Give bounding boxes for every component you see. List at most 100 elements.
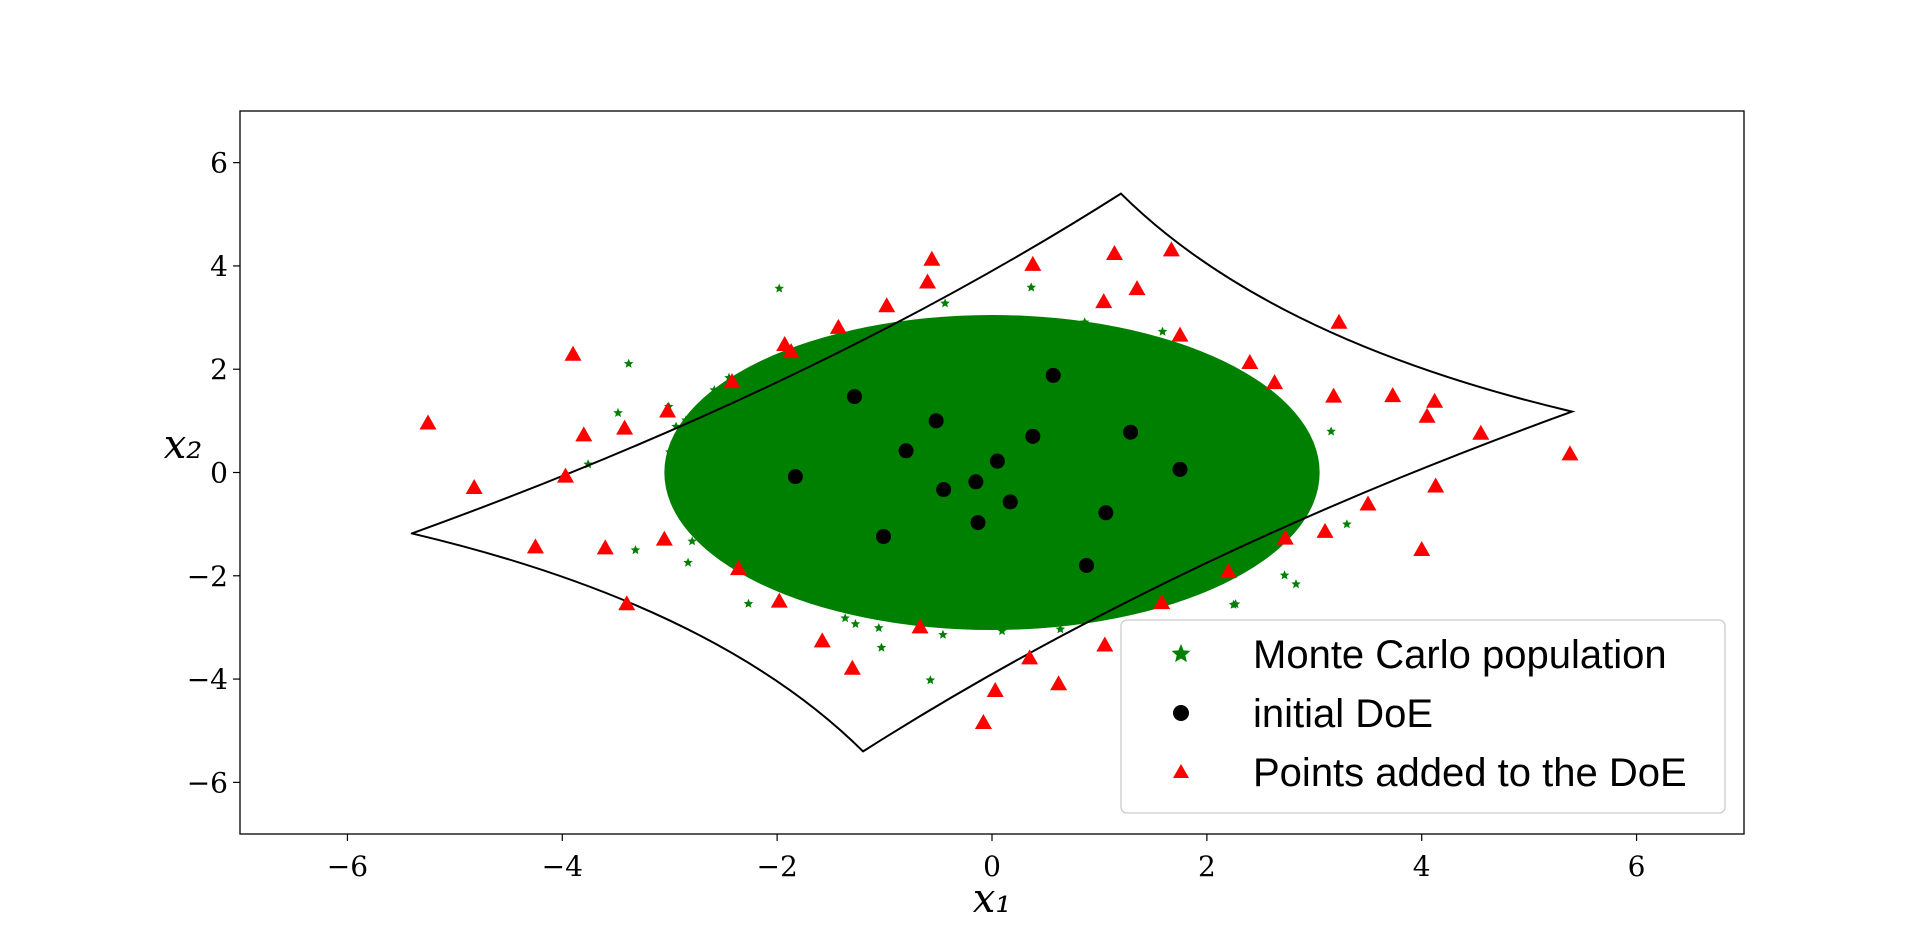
monte-carlo-point	[726, 387, 737, 397]
monte-carlo-point	[1166, 361, 1177, 371]
monte-carlo-point	[725, 515, 736, 524]
monte-carlo-point	[1026, 282, 1036, 292]
monte-carlo-point	[774, 283, 784, 293]
x-axis-ticks: −6 −4 −2 0 2 4 6	[327, 834, 1645, 883]
added-doe-point	[1021, 649, 1039, 665]
monte-carlo-point	[925, 675, 936, 685]
y-tick-label: −6	[187, 766, 228, 799]
monte-carlo-point	[936, 332, 946, 342]
monte-carlo-point	[940, 298, 950, 308]
monte-carlo-point	[1291, 579, 1301, 589]
monte-carlo-point	[1162, 349, 1172, 358]
added-doe-point	[1316, 522, 1334, 538]
monte-carlo-point	[1202, 363, 1212, 373]
added-doe-point	[1359, 495, 1377, 511]
added-doe-point	[1472, 424, 1490, 440]
x-tick-label: −4	[542, 850, 583, 883]
monte-carlo-point	[966, 614, 977, 624]
initial-doe-point	[968, 474, 984, 490]
monte-carlo-point	[674, 455, 684, 465]
legend-label-added-doe: Points added to the DoE	[1253, 751, 1687, 795]
limit-state-curve	[410, 192, 1576, 753]
monte-carlo-point	[1079, 317, 1090, 327]
legend-box	[1120, 619, 1726, 814]
added-doe-point	[919, 273, 937, 289]
added-doe-point	[974, 713, 992, 729]
added-doe-point	[655, 530, 673, 546]
monte-carlo-point	[827, 338, 838, 348]
added-doe-point	[878, 297, 896, 313]
monte-carlo-point	[943, 327, 953, 337]
monte-carlo-point	[1268, 489, 1279, 498]
monte-carlo-point	[1326, 426, 1336, 436]
monte-carlo-point	[954, 603, 964, 613]
initial-doe-point	[989, 453, 1005, 469]
added-doe-point	[1050, 675, 1068, 691]
initial-doe-point	[846, 389, 862, 405]
monte-carlo-point	[1282, 483, 1293, 493]
added-doe-point	[1413, 540, 1431, 556]
x-tick-label: 2	[1198, 850, 1216, 883]
y-tick-label: 6	[210, 147, 228, 180]
monte-carlo-point	[1289, 489, 1299, 499]
legend: Monte Carlo population initial DoE Point…	[1120, 619, 1726, 814]
x-tick-label: −2	[757, 850, 798, 883]
monte-carlo-point	[701, 528, 712, 538]
monte-carlo-point	[743, 598, 754, 608]
monte-carlo-point	[757, 556, 767, 566]
added-doe-point	[1325, 387, 1343, 403]
added-doe-point	[813, 632, 831, 648]
monte-carlo-point	[783, 366, 793, 376]
added-doe-point	[596, 539, 614, 555]
monte-carlo-point	[764, 358, 774, 368]
added-doe-point	[618, 595, 636, 611]
y-tick-label: 4	[210, 250, 228, 283]
initial-doe-point	[1045, 367, 1061, 383]
monte-carlo-point	[1230, 599, 1241, 609]
monte-carlo-point	[1166, 578, 1176, 588]
added-doe-point	[829, 318, 847, 334]
added-doe-point	[1384, 387, 1402, 403]
monte-carlo-point	[876, 642, 887, 652]
legend-star-shape	[1171, 644, 1191, 663]
initial-doe-point	[1025, 428, 1041, 444]
added-doe-point	[1418, 407, 1436, 423]
monte-carlo-point	[850, 619, 861, 628]
y-tick-label: −2	[187, 560, 228, 593]
added-doe-point	[843, 659, 861, 675]
monte-carlo-point	[965, 621, 976, 630]
legend-label-initial-doe: initial DoE	[1253, 692, 1433, 736]
monte-carlo-point	[1206, 377, 1217, 387]
monte-carlo-point	[1267, 522, 1277, 532]
added-doe-point	[1561, 445, 1579, 461]
monte-carlo-point	[945, 603, 956, 613]
monte-carlo-point	[815, 351, 826, 361]
added-doe-point	[564, 345, 582, 361]
y-tick-label: 2	[210, 353, 228, 386]
monte-carlo-point	[938, 629, 948, 639]
monte-carlo-point	[1281, 509, 1291, 519]
initial-doe-point	[787, 469, 803, 485]
monte-carlo-point	[1255, 429, 1266, 439]
monte-carlo-point	[804, 580, 815, 590]
monte-carlo-point	[862, 343, 872, 353]
initial-doe-point	[970, 515, 986, 531]
monte-carlo-point	[630, 545, 641, 555]
monte-carlo-point	[709, 385, 719, 394]
x-tick-label: −6	[327, 850, 368, 883]
added-doe-point	[616, 419, 634, 435]
legend-circle-icon	[1173, 705, 1189, 721]
x-axis-label: x₁	[973, 876, 1012, 922]
monte-carlo-core	[664, 314, 1320, 631]
added-doe-point	[723, 373, 741, 389]
monte-carlo-point	[1157, 326, 1168, 336]
monte-carlo-point	[1342, 519, 1352, 529]
added-doe-point	[1241, 354, 1259, 370]
monte-carlo-point	[623, 358, 634, 368]
added-doe-point	[1128, 280, 1146, 296]
monte-carlo-point	[720, 528, 731, 538]
added-doe-point	[1153, 594, 1171, 610]
monte-carlo-point	[683, 557, 693, 567]
monte-carlo-point	[702, 514, 713, 524]
